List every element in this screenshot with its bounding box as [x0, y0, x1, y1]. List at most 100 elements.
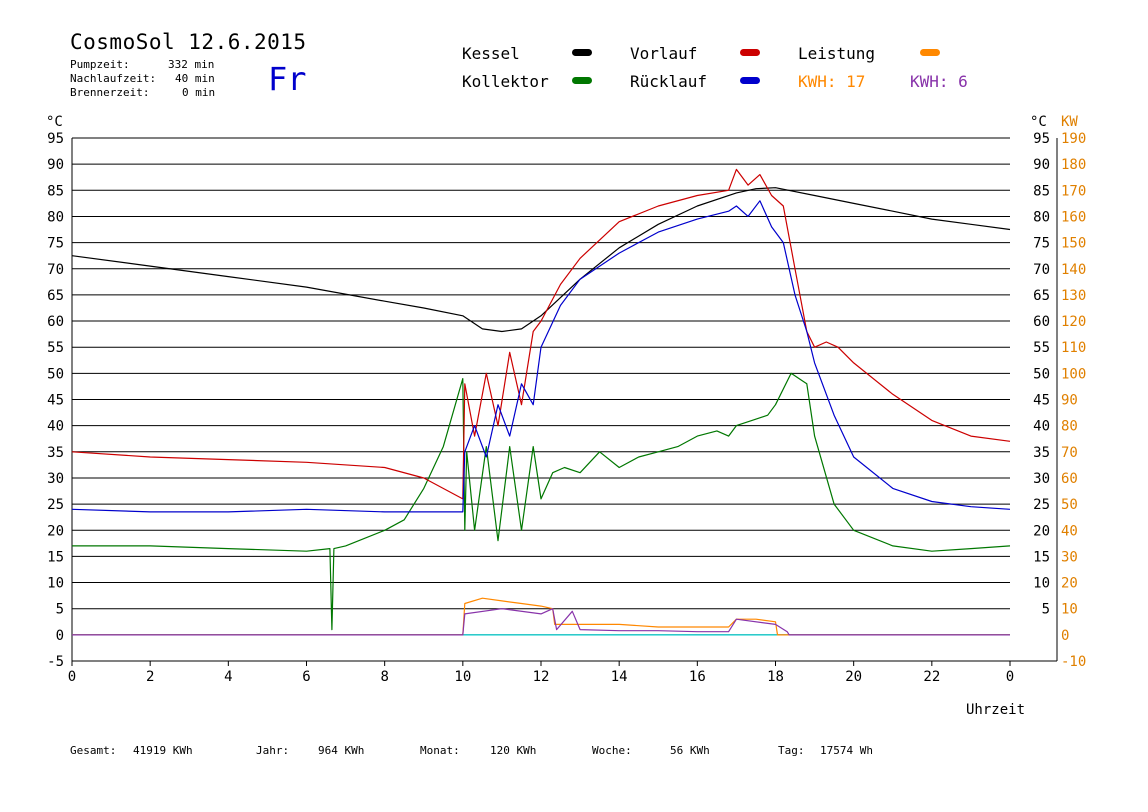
y-tick-label-right: 55	[1033, 340, 1050, 356]
y-tick-label-left: 60	[47, 314, 64, 330]
series-line-vorlauf	[71, 168, 1011, 500]
y-tick-label-right: 85	[1033, 183, 1050, 199]
y2-tick-label: 150	[1061, 236, 1086, 252]
y2-tick-label: 160	[1061, 209, 1086, 225]
y-tick-label-right: 75	[1033, 236, 1050, 252]
x-tick-label: 18	[767, 669, 784, 685]
y2-tick-label: 10	[1061, 602, 1078, 618]
footer-label-monat: Monat:	[420, 744, 460, 757]
y-tick-label-left: 40	[47, 419, 64, 435]
legend-leistung-label: Leistung	[798, 44, 876, 63]
y-tick-label-left: 95	[47, 131, 64, 147]
y-tick-label-left: 75	[47, 236, 64, 252]
y2-tick-label: 100	[1061, 366, 1086, 382]
y2-tick-label: 180	[1061, 157, 1086, 173]
y-tick-label-right: 45	[1033, 393, 1050, 409]
y-tick-label-right: 50	[1033, 366, 1050, 382]
chart-title: CosmoSol 12.6.2015	[70, 30, 307, 54]
x-tick-label: 0	[68, 669, 76, 685]
x-tick-label: 4	[224, 669, 232, 685]
legend-ruecklauf-label: Rücklauf	[630, 72, 708, 91]
y-tick-label-left: 25	[47, 497, 64, 513]
y-tick-label-right: 70	[1033, 262, 1050, 278]
y-tick-label-right: 90	[1033, 157, 1050, 173]
stat-label-pumpzeit: Pumpzeit:	[70, 58, 130, 71]
footer-label-woche: Woche:	[592, 744, 632, 757]
series-line-leistung	[72, 597, 1010, 636]
y-tick-label-right: 25	[1033, 497, 1050, 513]
legend-kollektor-swatch	[572, 77, 592, 84]
x-tick-label: 2	[146, 669, 154, 685]
y-tick-label-right: 40	[1033, 419, 1050, 435]
legend-ruecklauf-swatch	[740, 77, 760, 84]
y2-tick-label: 120	[1061, 314, 1086, 330]
y-tick-label-right: 60	[1033, 314, 1050, 330]
weekday-label: Fr	[268, 60, 307, 98]
y-tick-label-right: 10	[1033, 576, 1050, 592]
stat-value-nachlaufzeit: 40 min	[175, 72, 215, 85]
y-tick-label-left: -5	[47, 654, 64, 670]
y-tick-label-right: 15	[1033, 549, 1050, 565]
y2-tick-label: 90	[1061, 393, 1078, 409]
y2-tick-label: 130	[1061, 288, 1086, 304]
y-tick-label-left: 35	[47, 445, 64, 461]
y-tick-label-left: 80	[47, 209, 64, 225]
legend-kessel-swatch	[572, 49, 592, 56]
y2-tick-label: 60	[1061, 471, 1078, 487]
y-tick-label-left: 20	[47, 523, 64, 539]
y2-tick-label: 140	[1061, 262, 1086, 278]
y2-tick-label: -10	[1061, 654, 1086, 670]
series-line-kessel	[71, 187, 1011, 333]
footer-value-monat: 120 KWh	[490, 744, 537, 757]
legend-kessel-label: Kessel	[462, 44, 520, 63]
y-tick-label-left: 70	[47, 262, 64, 278]
stat-label-brennerzeit: Brennerzeit:	[70, 86, 150, 99]
stat-label-nachlaufzeit: Nachlaufzeit:	[70, 72, 157, 85]
y2-tick-label: 50	[1061, 497, 1078, 513]
series-line-kollektor	[72, 372, 1011, 631]
series-line-r-cklauf	[71, 200, 1011, 513]
stat-value-brennerzeit: 0 min	[182, 86, 216, 99]
y-tick-label-left: 15	[47, 549, 64, 565]
footer-value-gesamt: 41919 KWh	[133, 744, 193, 757]
y-tick-label-left: 85	[47, 183, 64, 199]
x-tick-label: 8	[380, 669, 388, 685]
y2-tick-label: 20	[1061, 576, 1078, 592]
y-tick-label-left: 10	[47, 576, 64, 592]
legend-kollektor-label: Kollektor	[462, 72, 549, 91]
x-tick-label: 14	[611, 669, 628, 685]
y2-tick-label: 70	[1061, 445, 1078, 461]
y-tick-label-left: 65	[47, 288, 64, 304]
x-axis-label: Uhrzeit	[966, 702, 1026, 718]
y2-tick-label: 0	[1061, 628, 1069, 644]
stat-value-pumpzeit: 332 min	[168, 58, 215, 71]
x-tick-label: 10	[454, 669, 471, 685]
y-tick-label-left: 55	[47, 340, 64, 356]
y-tick-label-right: 80	[1033, 209, 1050, 225]
y-tick-label-right: 65	[1033, 288, 1050, 304]
left-axis-unit: °C	[46, 114, 63, 130]
legend-leistung-swatch	[920, 49, 940, 56]
x-tick-label: 6	[302, 669, 310, 685]
footer-value-jahr: 964 KWh	[318, 744, 365, 757]
y2-tick-label: 170	[1061, 183, 1086, 199]
legend-kwh2: KWH: 6	[910, 72, 968, 91]
y-tick-label-right: 20	[1033, 523, 1050, 539]
y-tick-label-left: 90	[47, 157, 64, 173]
right-axis-unit: °C	[1030, 114, 1047, 130]
y-tick-label-left: 30	[47, 471, 64, 487]
y2-tick-label: 190	[1061, 131, 1086, 147]
y2-tick-label: 30	[1061, 549, 1078, 565]
footer-value-woche: 56 KWh	[670, 744, 710, 757]
y-tick-label-right: 35	[1033, 445, 1050, 461]
y-tick-label-left: 0	[56, 628, 64, 644]
legend-vorlauf-label: Vorlauf	[630, 44, 698, 63]
legend-vorlauf-swatch	[740, 49, 760, 56]
y-tick-label-left: 5	[56, 602, 64, 618]
footer-value-tag: 17574 Wh	[820, 744, 873, 757]
footer-label-jahr: Jahr:	[256, 744, 290, 757]
y2-tick-label: 80	[1061, 419, 1078, 435]
footer-label-tag: Tag:	[778, 744, 805, 757]
y-tick-label-right: 30	[1033, 471, 1050, 487]
